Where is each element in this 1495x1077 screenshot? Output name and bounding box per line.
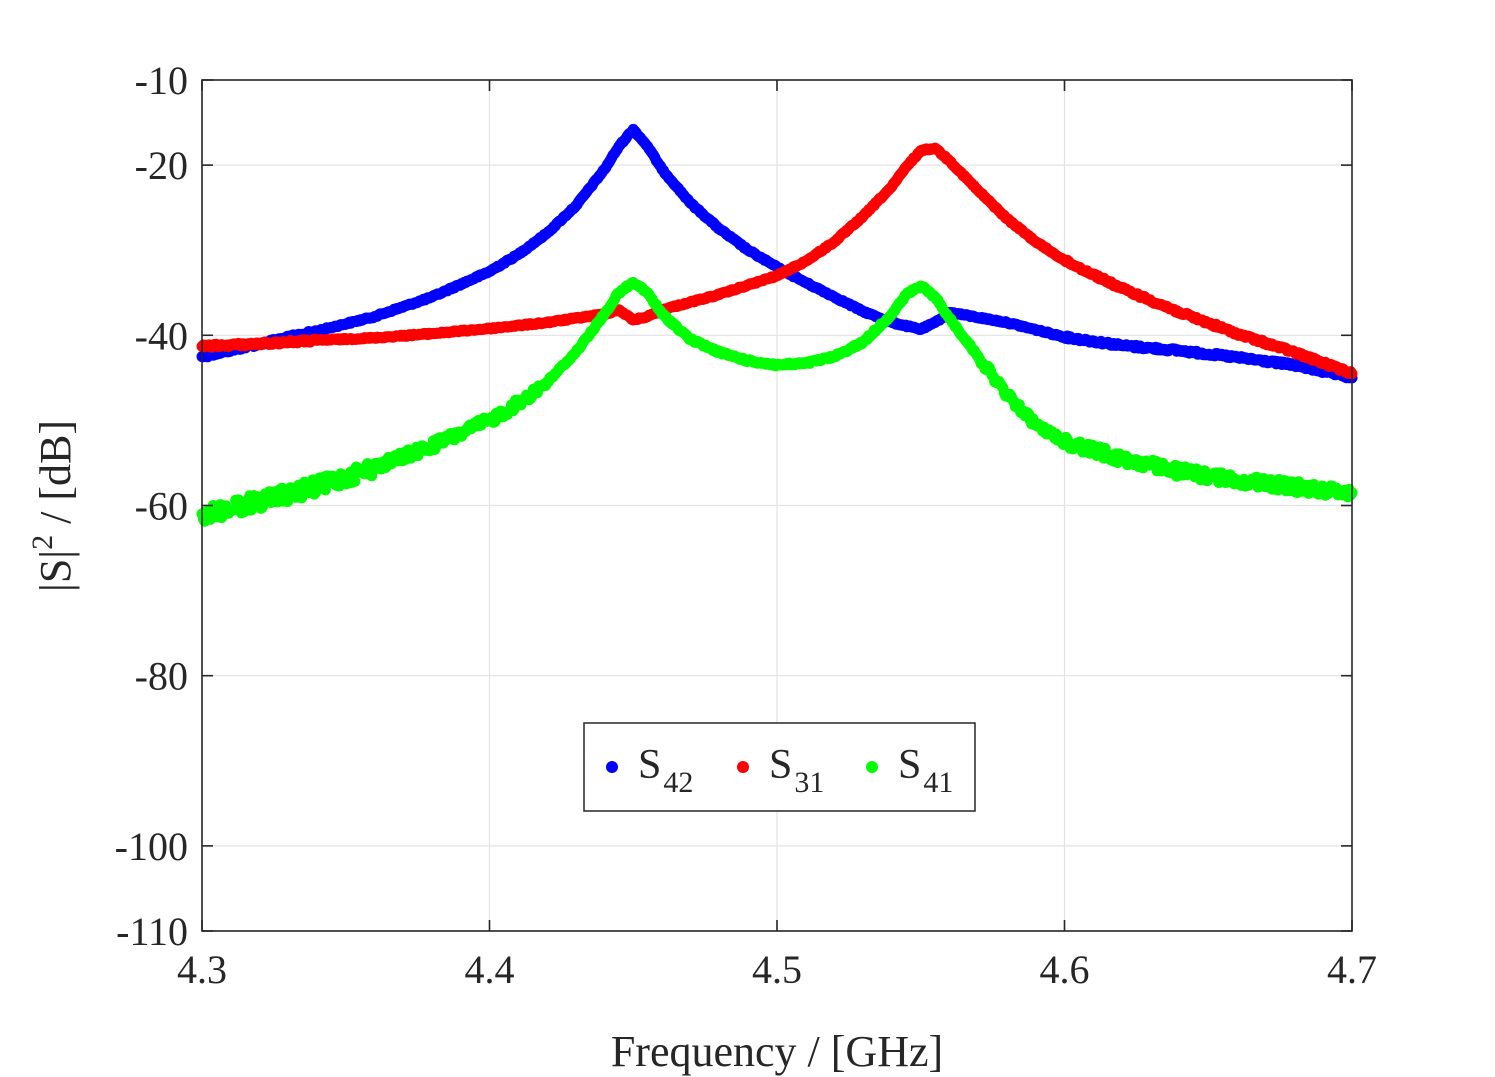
y-tick-label: -80 [135,654,188,699]
x-tick-label: 4.5 [752,947,802,992]
y-tick-label: -40 [135,313,188,358]
series-s41 [196,277,1358,527]
legend-marker-s42 [606,761,618,773]
y-axis-label: |S|2 / [dB] [26,420,80,592]
data-point [349,475,361,487]
x-axis-label: Frequency / [GHz] [611,1027,943,1076]
x-tick-label: 4.4 [465,947,515,992]
legend-marker-s41 [866,761,878,773]
series-s31 [196,142,1358,380]
legend: S42 S31 S41 [583,722,976,812]
y-axis-label-rest: / [dB] [31,420,80,535]
y-tick-label: -110 [116,909,188,954]
legend-label-s41: S41 [898,742,953,799]
y-tick-label: -100 [115,824,188,869]
y-tick-label: -60 [135,484,188,529]
x-tick-label: 4.3 [177,947,227,992]
legend-label-s31: S31 [769,742,824,799]
series-layer [196,123,1358,527]
y-tick-label: -10 [135,58,188,103]
data-point [1345,489,1357,501]
x-tick-label: 4.6 [1040,947,1090,992]
y-axis-label-main: |S| [31,550,80,592]
legend-box [583,722,976,812]
x-tick-label: 4.7 [1327,947,1377,992]
y-axis-label-sup: 2 [26,535,59,550]
ticks: 4.3 4.4 4.5 4.6 4.7 -10 -20 -40 -60 -80 -100 -110 [115,58,1377,992]
y-tick-label: -20 [135,143,188,188]
legend-label-s42: S42 [638,742,693,799]
data-point [1345,366,1357,378]
legend-marker-s31 [737,761,749,773]
